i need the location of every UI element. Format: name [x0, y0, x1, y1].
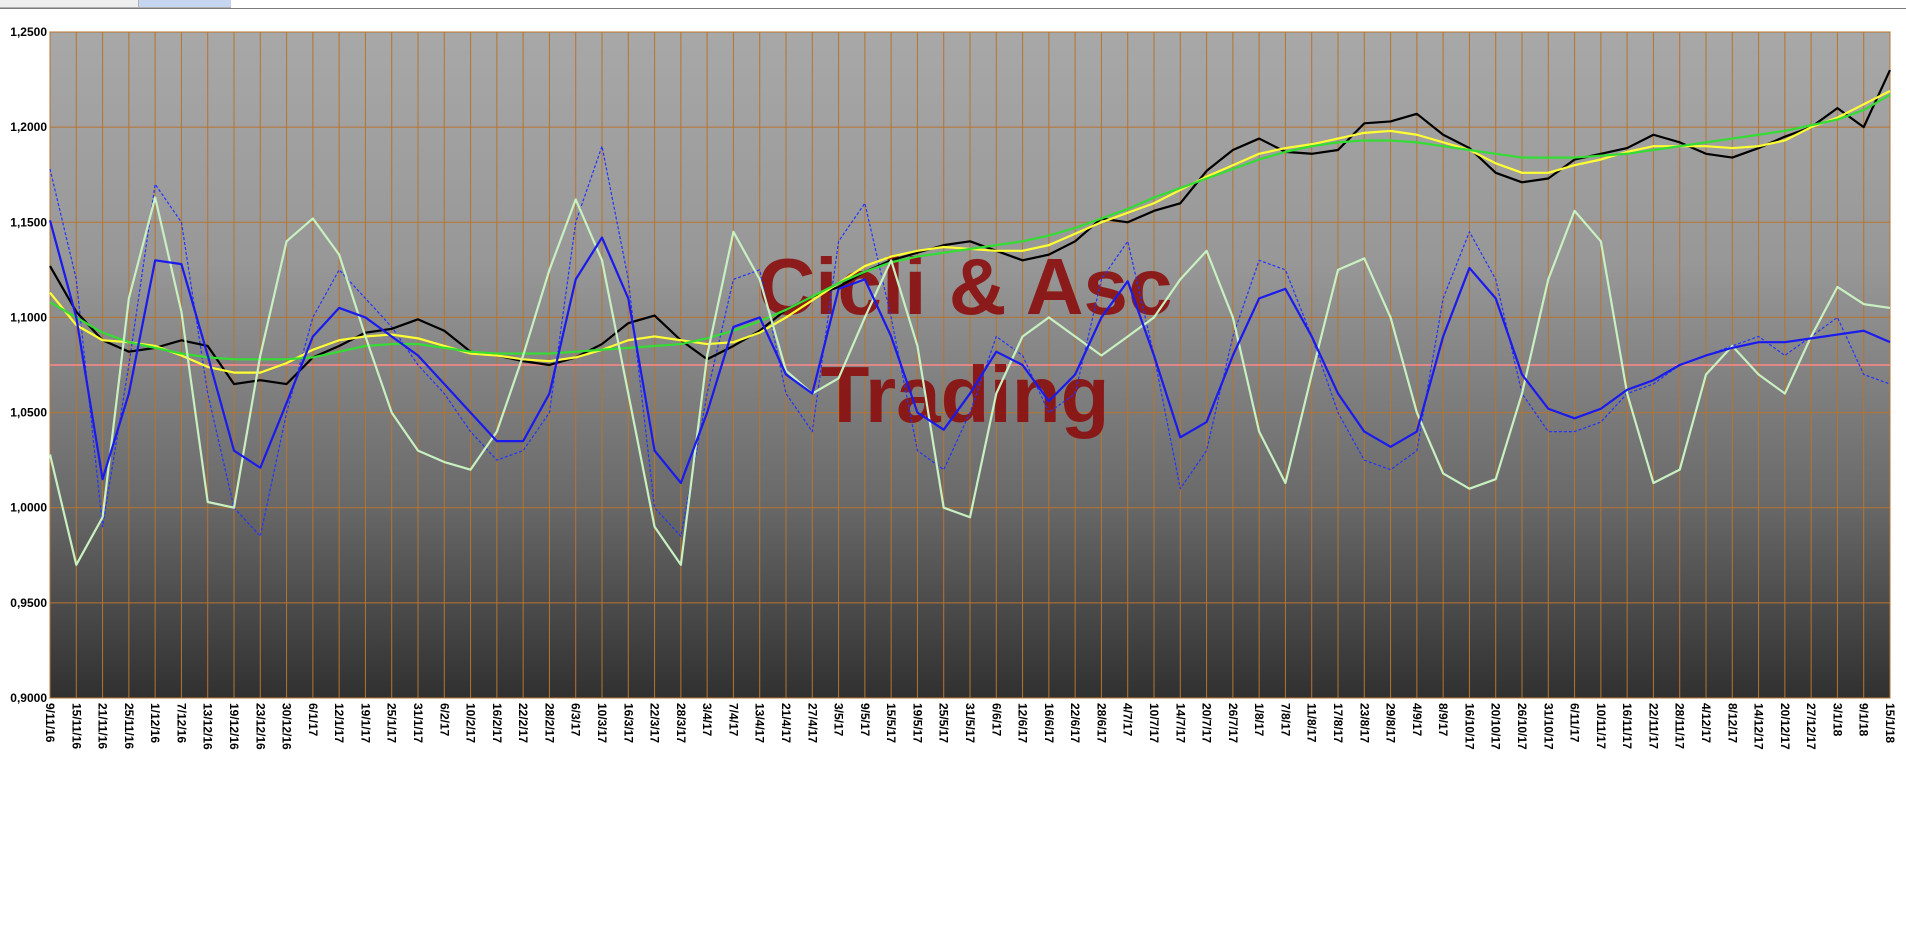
x-tick-label: 6/3/17	[569, 703, 583, 737]
x-tick-label: 3/4/17	[700, 703, 714, 737]
x-tick-label: 16/6/17	[1042, 703, 1056, 743]
x-tick-label: 26/7/17	[1226, 703, 1240, 743]
x-tick-label: 25/5/17	[937, 703, 951, 743]
x-tick-label: 13/12/16	[201, 703, 215, 750]
x-tick-label: 15/5/17	[884, 703, 898, 743]
y-tick-label: 0,9000	[10, 691, 47, 705]
watermark-line-1: Cicli & Asc	[758, 242, 1173, 331]
x-tick-label: 14/12/17	[1752, 703, 1766, 750]
x-tick-label: 20/10/17	[1489, 703, 1503, 750]
x-tick-label: 29/8/17	[1384, 703, 1398, 743]
x-tick-label: 28/11/17	[1673, 703, 1687, 749]
x-tick-label: 22/11/17	[1646, 703, 1660, 749]
x-tick-label: 10/2/17	[464, 703, 478, 743]
price-cycle-chart: Cicli & Asc Trading 0,9000 0,9500 1,0000 1,…	[10, 25, 1897, 750]
x-tick-label: 21/4/17	[779, 703, 793, 743]
y-tick-label: 1,0000	[10, 501, 47, 515]
x-tick-label: 19/12/16	[227, 703, 241, 750]
x-tick-label: 16/2/17	[490, 703, 504, 743]
x-tick-label: 23/8/17	[1357, 703, 1371, 743]
x-tick-label: 6/11/17	[1568, 703, 1582, 743]
x-tick-label: 19/1/17	[358, 703, 372, 743]
series-layer	[48, 69, 1891, 566]
x-tick-label: 31/5/17	[963, 703, 977, 743]
x-tick-label: 23/12/16	[253, 703, 267, 750]
x-tick-label: 22/3/17	[648, 703, 662, 743]
x-tick-label: 19/5/17	[910, 703, 924, 743]
x-tick-label: 6/6/17	[989, 703, 1003, 737]
watermark-line-2: Trading	[821, 350, 1110, 439]
toolbar-divider	[0, 8, 1906, 9]
x-tick-label: 4/9/17	[1410, 703, 1424, 737]
x-tick-label: 6/2/17	[437, 703, 451, 737]
x-tick-label: 7/12/16	[174, 703, 188, 743]
x-tick-label: 25/1/17	[385, 703, 399, 743]
x-tick-label: 15/11/16	[69, 703, 83, 749]
x-tick-label: 16/3/17	[621, 703, 635, 743]
x-axis: 9/11/16 15/11/16 21/11/16 25/11/16 1/12/16 7/…	[43, 703, 1897, 750]
y-tick-label: 1,1500	[10, 215, 47, 229]
x-tick-label: 22/2/17	[516, 703, 530, 743]
spreadsheet-toolbar-strip	[0, 0, 1906, 9]
x-tick-label: 11/8/17	[1305, 703, 1319, 743]
x-tick-label: 7/4/17	[726, 703, 740, 737]
x-tick-label: 31/10/17	[1541, 703, 1555, 750]
x-tick-label: 28/2/17	[542, 703, 556, 743]
x-tick-label: 30/12/16	[280, 703, 294, 750]
series-line-5	[49, 145, 1891, 537]
selected-cell[interactable]	[139, 0, 231, 8]
y-tick-label: 0,9500	[10, 596, 47, 610]
x-tick-label: 17/8/17	[1331, 703, 1345, 743]
x-tick-label: 8/12/17	[1725, 703, 1739, 743]
x-tick-label: 10/3/17	[595, 703, 609, 743]
x-tick-label: 25/11/16	[122, 703, 136, 749]
name-box[interactable]	[0, 0, 139, 8]
y-tick-label: 1,2000	[10, 120, 47, 134]
y-axis: 0,9000 0,9500 1,0000 1,0500 1,1000 1,1500 1,20…	[10, 25, 47, 705]
x-tick-label: 3/5/17	[832, 703, 846, 737]
x-tick-label: 1/12/16	[148, 703, 162, 743]
x-tick-label: 14/7/17	[1173, 703, 1187, 743]
x-tick-label: 16/10/17	[1462, 703, 1476, 750]
x-tick-label: 27/4/17	[805, 703, 819, 743]
x-tick-label: 12/6/17	[1016, 703, 1030, 743]
x-tick-label: 6/1/17	[306, 703, 320, 737]
x-tick-label: 27/12/17	[1804, 703, 1818, 750]
x-tick-label: 7/8/17	[1278, 703, 1292, 737]
x-tick-label: 9/5/17	[858, 703, 872, 737]
x-tick-label: 28/3/17	[674, 703, 688, 743]
x-tick-label: 31/1/17	[411, 703, 425, 743]
x-tick-label: 22/6/17	[1068, 703, 1082, 743]
y-tick-label: 1,0500	[10, 406, 47, 420]
x-tick-label: 20/12/17	[1778, 703, 1792, 750]
x-tick-label: 13/4/17	[753, 703, 767, 743]
x-tick-label: 26/10/17	[1515, 703, 1529, 750]
y-tick-label: 1,1000	[10, 310, 47, 324]
x-tick-label: 1/8/17	[1252, 703, 1266, 737]
x-tick-label: 10/11/17	[1594, 703, 1608, 749]
x-tick-label: 10/7/17	[1147, 703, 1161, 743]
x-tick-label: 8/9/17	[1436, 703, 1450, 737]
x-tick-label: 16/11/17	[1620, 703, 1634, 749]
x-tick-label: 28/6/17	[1094, 703, 1108, 743]
series-line-3	[48, 196, 1891, 566]
x-tick-label: 3/1/18	[1830, 703, 1844, 737]
x-tick-label: 15/1/18	[1883, 703, 1897, 743]
series-line-4	[48, 220, 1891, 485]
x-tick-label: 12/1/17	[332, 703, 346, 743]
x-tick-label: 9/1/18	[1857, 703, 1871, 737]
y-tick-label: 1,2500	[10, 25, 47, 39]
x-tick-label: 20/7/17	[1200, 703, 1214, 743]
x-tick-label: 4/12/17	[1699, 703, 1713, 743]
series-line-2	[49, 93, 1891, 361]
x-tick-label: 4/7/17	[1121, 703, 1135, 737]
x-tick-label: 9/11/16	[43, 703, 57, 743]
x-tick-label: 21/11/16	[96, 703, 110, 749]
